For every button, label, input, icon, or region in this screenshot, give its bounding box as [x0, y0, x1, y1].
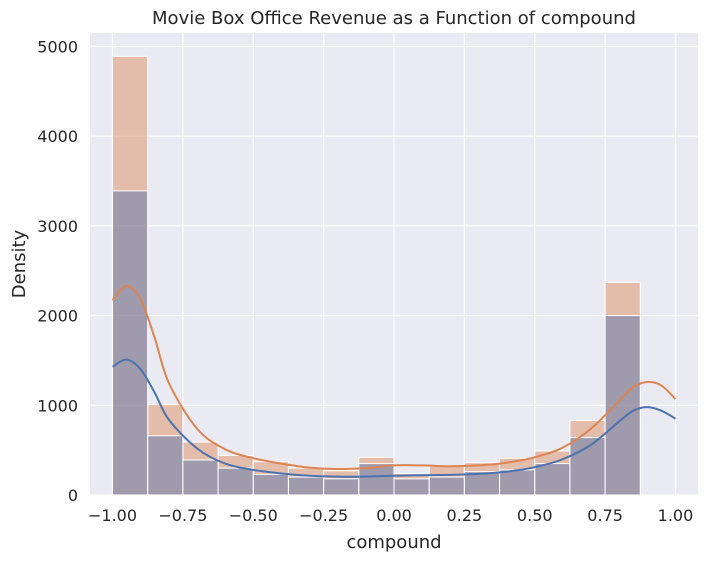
- histogram-bar-series-1: [569, 437, 606, 496]
- x-tick-label: 1.00: [658, 506, 694, 525]
- y-tick-label: 2000: [37, 307, 78, 326]
- x-tick-label: 0.25: [447, 506, 483, 525]
- x-axis-label: compound: [346, 532, 441, 553]
- kde-lines: [111, 284, 677, 478]
- y-axis-label: Density: [9, 229, 30, 298]
- chart-title: Movie Box Office Revenue as a Function o…: [152, 8, 636, 29]
- histogram-bar-series-2: [604, 281, 641, 496]
- kde-line-series-2: [111, 284, 677, 470]
- histogram-bar-series-2: [112, 55, 149, 496]
- x-tick-label: −0.50: [229, 506, 278, 525]
- x-ticks: −1.00 −0.75 −0.50 −0.25 0.00 0.25 0.50 0.75 1.00: [88, 506, 693, 525]
- x-tick-label: −0.25: [299, 506, 348, 525]
- histogram-bar-series-2: [147, 403, 184, 496]
- histogram-bar-series-1: [393, 478, 430, 496]
- histogram-bar-series-1: [428, 476, 465, 496]
- histogram-bar-series-1: [287, 476, 325, 496]
- y-tick-label: 1000: [37, 396, 78, 415]
- histogram-bar-series-1: [147, 435, 184, 496]
- y-ticks: 0 1000 2000 3000 4000 5000: [37, 37, 78, 505]
- histogram-bar-series-2: [499, 457, 536, 496]
- kde-line-series-1: [112, 358, 676, 478]
- histogram-bar-series-1: [217, 467, 254, 496]
- histogram-bar-series-1: [323, 478, 360, 496]
- histogram-bars: [112, 55, 641, 496]
- x-tick-label: −0.75: [158, 506, 207, 525]
- x-tick-label: −1.00: [88, 506, 137, 525]
- y-tick-label: 0: [68, 486, 78, 505]
- histogram-bar-series-1: [252, 473, 289, 496]
- histogram-bar-series-1: [534, 463, 571, 496]
- histogram-bar-series-1: [499, 469, 536, 496]
- x-tick-label: 0.75: [587, 506, 623, 525]
- y-tick-label: 4000: [37, 127, 78, 146]
- x-tick-label: 0.00: [376, 506, 412, 525]
- histogram-bar-series-1: [182, 459, 219, 496]
- histogram-bar-series-1: [604, 315, 641, 496]
- y-tick-label: 5000: [37, 37, 78, 56]
- histogram-bar-series-1: [112, 190, 149, 496]
- x-tick-label: 0.50: [517, 506, 553, 525]
- histogram-bar-series-2: [569, 420, 606, 496]
- y-tick-label: 3000: [37, 217, 78, 236]
